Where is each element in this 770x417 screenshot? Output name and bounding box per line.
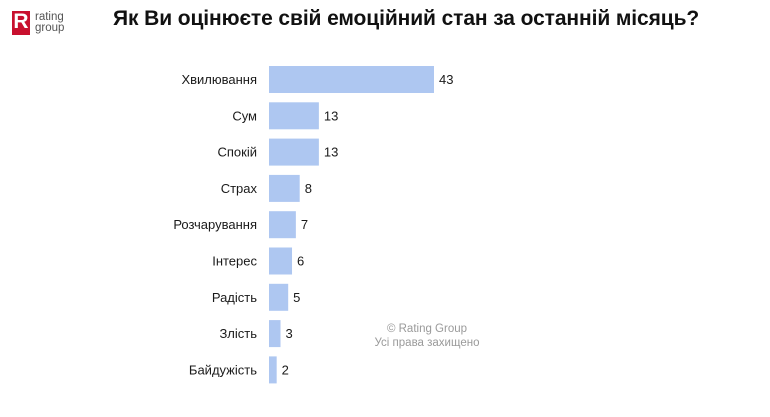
bar [269, 102, 319, 130]
bar [269, 283, 289, 311]
logo-mark: R [12, 10, 30, 35]
bar [269, 247, 293, 275]
category-label: Радість [212, 290, 257, 305]
category-label: Інтерес [212, 254, 257, 269]
data-label: 6 [297, 254, 304, 269]
logo-text: rating group [35, 11, 65, 34]
page-title: Як Ви оцінюєте свій емоційний стан за ос… [113, 7, 700, 30]
category-label: Байдужість [189, 362, 257, 377]
category-label: Злість [219, 326, 257, 341]
logo-text-line2: group [35, 22, 65, 34]
data-label: 2 [282, 362, 289, 377]
data-label: 13 [324, 108, 338, 123]
logo-text-line1: rating [35, 11, 64, 23]
data-label: 43 [439, 72, 453, 87]
rating-group-logo: R rating group [12, 10, 74, 35]
data-label: 5 [293, 290, 300, 305]
bar [269, 320, 281, 348]
data-label: 3 [286, 326, 293, 341]
bar [269, 138, 319, 166]
bar [269, 66, 434, 93]
category-label: Сум [232, 108, 257, 123]
watermark-rights: Усі права захищено [374, 337, 480, 349]
bar [269, 211, 296, 239]
bar [269, 174, 300, 202]
category-label: Хвилювання [181, 72, 257, 87]
bar [269, 356, 277, 384]
data-label: 13 [324, 145, 338, 160]
data-label: 7 [301, 217, 308, 232]
data-label: 8 [305, 181, 312, 196]
watermark: © Rating Group Усі права захищено [372, 322, 482, 350]
watermark-copyright: © Rating Group [386, 323, 468, 335]
category-label: Розчарування [173, 217, 257, 232]
category-label: Спокій [218, 145, 258, 160]
category-label: Страх [221, 181, 258, 196]
